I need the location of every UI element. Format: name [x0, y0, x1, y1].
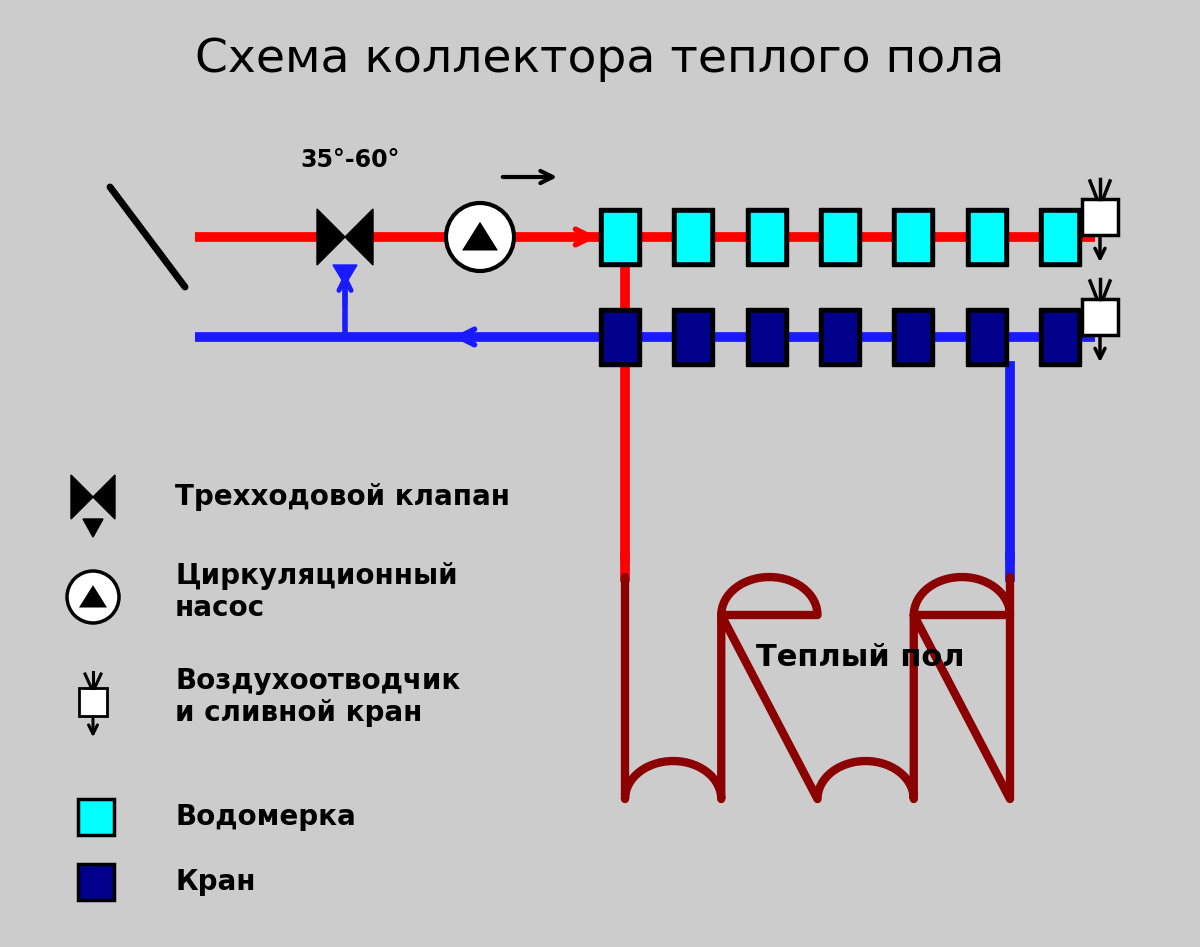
Polygon shape	[346, 209, 373, 265]
Text: Воздухоотводчик
и сливной кран: Воздухоотводчик и сливной кран	[175, 667, 461, 727]
Bar	[1044, 213, 1076, 261]
Bar	[898, 213, 929, 261]
Bar	[818, 308, 862, 366]
Polygon shape	[94, 475, 115, 519]
Bar	[1039, 308, 1081, 366]
Polygon shape	[71, 475, 94, 519]
Bar	[1044, 313, 1076, 361]
Bar	[677, 313, 709, 361]
Text: Теплый пол: Теплый пол	[756, 642, 965, 671]
Bar	[1039, 208, 1081, 266]
Text: Трехходовой клапан: Трехходовой клапан	[175, 483, 510, 511]
Bar	[818, 208, 862, 266]
Bar	[971, 213, 1003, 261]
Bar	[1082, 299, 1118, 335]
Polygon shape	[462, 222, 498, 251]
Bar	[677, 213, 709, 261]
Bar	[751, 213, 782, 261]
Bar	[745, 308, 787, 366]
Bar	[971, 313, 1003, 361]
Bar	[966, 208, 1008, 266]
Bar	[966, 308, 1008, 366]
Bar	[898, 313, 929, 361]
Bar	[78, 799, 114, 835]
Bar	[78, 864, 114, 900]
Polygon shape	[79, 585, 107, 607]
Bar	[745, 208, 787, 266]
Bar	[672, 308, 714, 366]
Bar	[824, 313, 856, 361]
Bar	[893, 208, 935, 266]
Text: Схема коллектора теплого пола: Схема коллектора теплого пола	[196, 37, 1004, 82]
Polygon shape	[317, 209, 346, 265]
Bar	[599, 208, 641, 266]
Bar	[604, 313, 636, 361]
Bar	[599, 308, 641, 366]
Polygon shape	[334, 265, 358, 285]
Circle shape	[67, 571, 119, 623]
Bar	[751, 313, 782, 361]
Polygon shape	[83, 519, 103, 537]
Text: Циркуляционный
насос: Циркуляционный насос	[175, 562, 457, 622]
Bar	[1082, 199, 1118, 235]
Bar	[79, 688, 107, 716]
Bar	[893, 308, 935, 366]
Text: 35°-60°: 35°-60°	[300, 148, 400, 172]
Text: Водомерка: Водомерка	[175, 803, 355, 831]
Bar	[824, 213, 856, 261]
Bar	[672, 208, 714, 266]
Bar	[604, 213, 636, 261]
Circle shape	[446, 203, 514, 271]
Text: Кран: Кран	[175, 868, 256, 896]
